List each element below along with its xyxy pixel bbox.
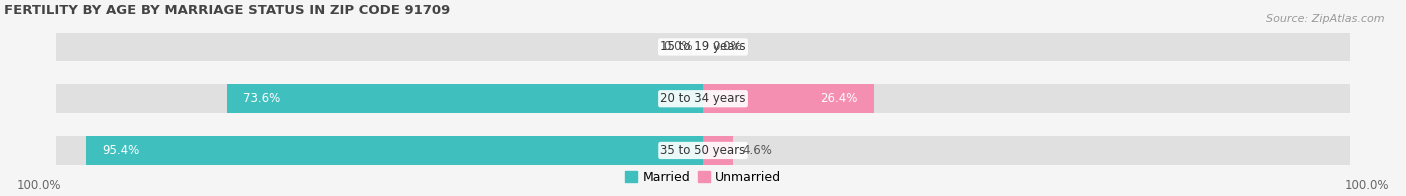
Text: 0.0%: 0.0%: [664, 41, 693, 54]
Text: 73.6%: 73.6%: [243, 92, 280, 105]
Bar: [703, 84, 873, 113]
Bar: [56, 84, 1350, 113]
Text: FERTILITY BY AGE BY MARRIAGE STATUS IN ZIP CODE 91709: FERTILITY BY AGE BY MARRIAGE STATUS IN Z…: [4, 4, 450, 17]
Text: 35 to 50 years: 35 to 50 years: [661, 144, 745, 157]
Text: 26.4%: 26.4%: [820, 92, 858, 105]
Text: 4.6%: 4.6%: [742, 144, 772, 157]
Legend: Married, Unmarried: Married, Unmarried: [620, 166, 786, 189]
Bar: [703, 136, 733, 165]
Text: Source: ZipAtlas.com: Source: ZipAtlas.com: [1267, 14, 1385, 24]
Text: 100.0%: 100.0%: [17, 179, 62, 192]
Bar: [56, 136, 1350, 165]
Bar: [86, 136, 703, 165]
Bar: [226, 84, 703, 113]
Text: 0.0%: 0.0%: [713, 41, 742, 54]
Bar: [56, 33, 1350, 61]
Text: 100.0%: 100.0%: [1344, 179, 1389, 192]
Text: 20 to 34 years: 20 to 34 years: [661, 92, 745, 105]
Text: 15 to 19 years: 15 to 19 years: [661, 41, 745, 54]
Text: 95.4%: 95.4%: [101, 144, 139, 157]
